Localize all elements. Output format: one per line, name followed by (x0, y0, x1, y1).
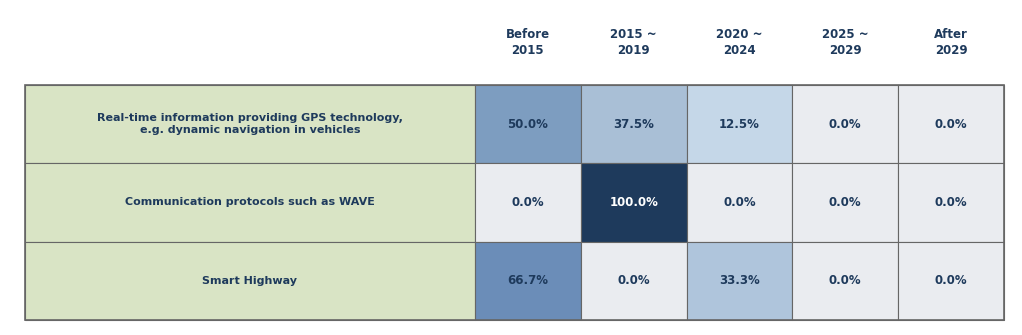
Bar (580, 163, 687, 242)
Text: 0.0%: 0.0% (935, 196, 968, 209)
Text: Communication protocols such as WAVE: Communication protocols such as WAVE (125, 198, 375, 207)
Bar (580, 85, 687, 163)
Text: 0.0%: 0.0% (724, 196, 756, 209)
Text: 0.0%: 0.0% (829, 274, 862, 287)
Text: 2020 ~
2024: 2020 ~ 2024 (716, 28, 762, 57)
Text: 0.0%: 0.0% (617, 274, 650, 287)
Bar (475, 242, 580, 320)
Bar (687, 242, 792, 320)
Text: 2025 ~
2029: 2025 ~ 2029 (822, 28, 869, 57)
Bar (792, 242, 898, 320)
Text: 100.0%: 100.0% (609, 196, 658, 209)
Text: 0.0%: 0.0% (935, 118, 968, 131)
Text: Real-time information providing GPS technology,
e.g. dynamic navigation in vehic: Real-time information providing GPS tech… (97, 113, 403, 135)
Text: 37.5%: 37.5% (613, 118, 654, 131)
Bar (475, 163, 580, 242)
Bar (898, 242, 1004, 320)
Bar (25, 163, 475, 242)
Bar (792, 85, 898, 163)
Text: 0.0%: 0.0% (829, 118, 862, 131)
Text: 2015 ~
2019: 2015 ~ 2019 (610, 28, 657, 57)
Bar (898, 163, 1004, 242)
Text: After
2029: After 2029 (934, 28, 968, 57)
Bar (580, 242, 687, 320)
Text: 33.3%: 33.3% (719, 274, 760, 287)
Bar (25, 85, 1004, 320)
Text: Before
2015: Before 2015 (506, 28, 550, 57)
Text: 50.0%: 50.0% (508, 118, 549, 131)
Bar (25, 242, 475, 320)
Text: Smart Highway: Smart Highway (202, 276, 297, 286)
Bar (687, 163, 792, 242)
Text: 12.5%: 12.5% (719, 118, 760, 131)
Bar (687, 85, 792, 163)
Bar (475, 85, 580, 163)
Bar (25, 85, 475, 163)
Text: 66.7%: 66.7% (507, 274, 549, 287)
Text: 0.0%: 0.0% (829, 196, 862, 209)
Text: 0.0%: 0.0% (512, 196, 544, 209)
Bar (792, 163, 898, 242)
Bar (898, 85, 1004, 163)
Text: 0.0%: 0.0% (935, 274, 968, 287)
